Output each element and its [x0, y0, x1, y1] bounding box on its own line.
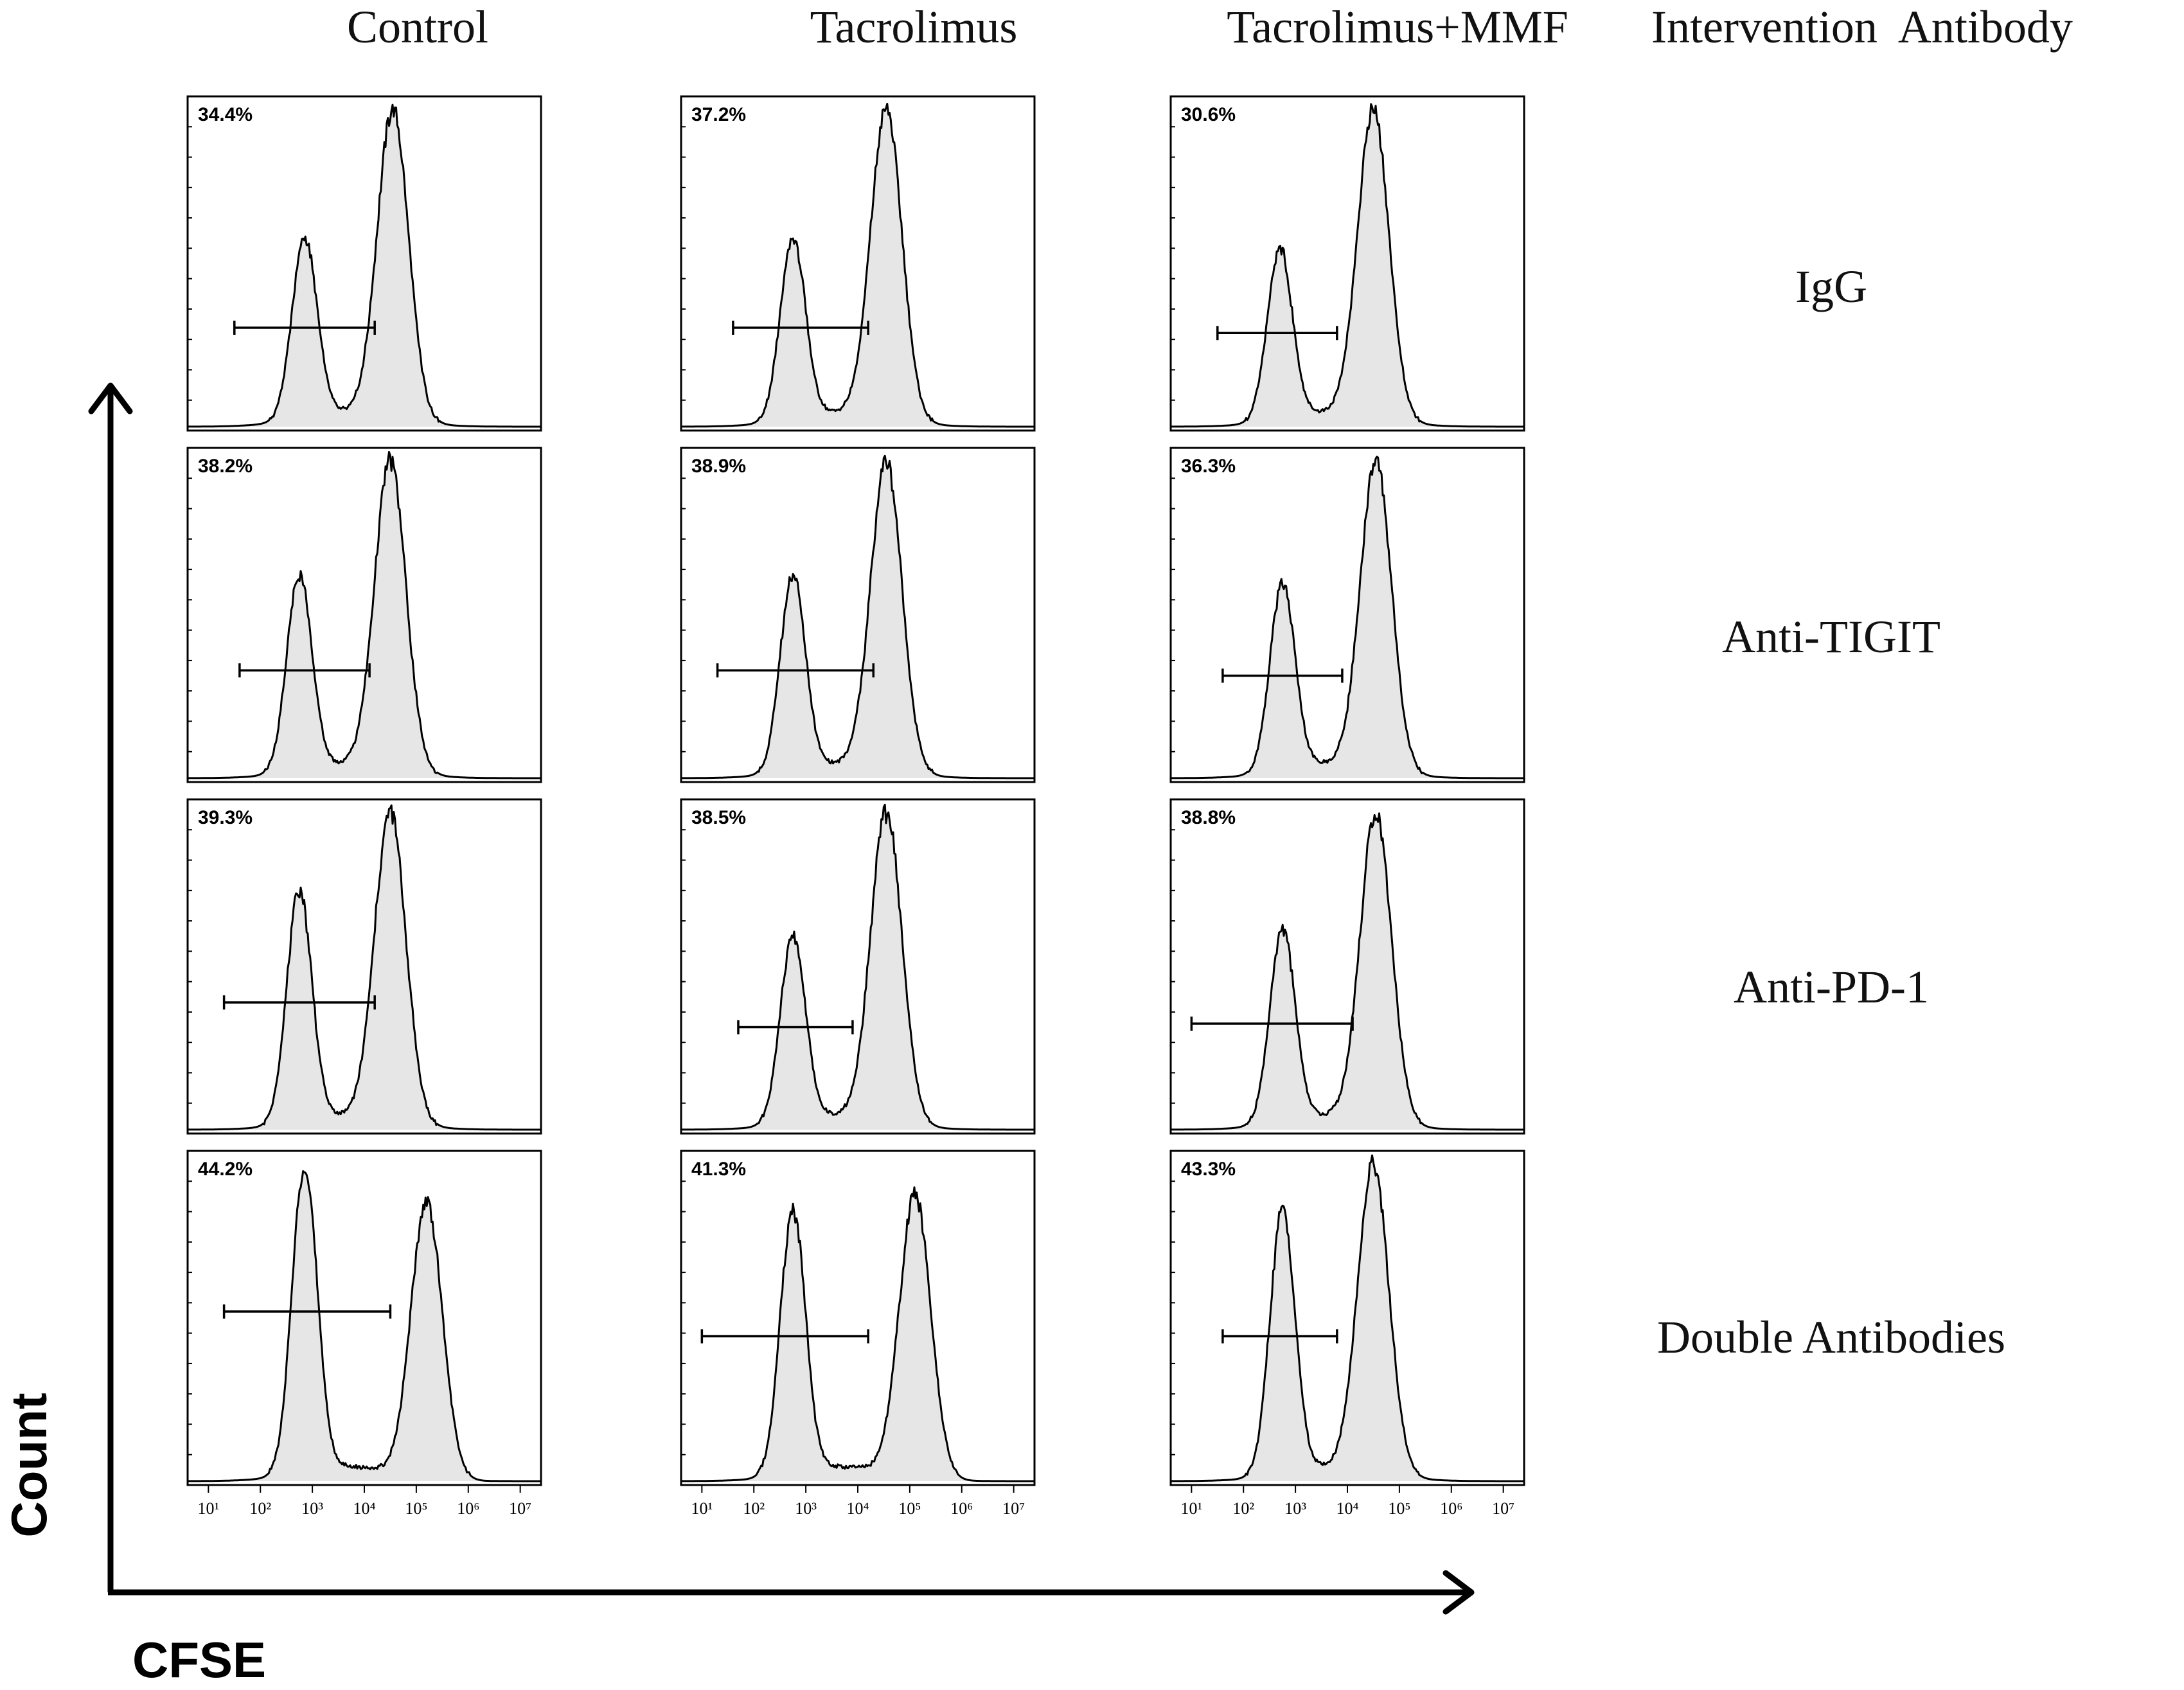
y-axis-arrowhead — [88, 382, 133, 414]
panel-igg-control: 34.4% — [186, 95, 542, 432]
column-header-control: Control — [347, 1, 488, 53]
x-tick-label: 10⁴ — [1336, 1499, 1358, 1518]
gate-percent-label: 41.3% — [691, 1159, 746, 1180]
gate-percent-label: 39.3% — [198, 807, 253, 828]
column-header-tacrolimus-mmf: Tacrolimus+MMF — [1227, 1, 1568, 53]
y-axis-label: Count — [1, 1392, 57, 1537]
gate-percent-label: 38.8% — [1181, 807, 1236, 828]
x-tick-label: 10⁶ — [950, 1499, 973, 1518]
gate-percent-label: 30.6% — [1181, 104, 1236, 125]
panel-frame — [186, 798, 542, 1135]
x-tick-label: 10⁷ — [1492, 1499, 1514, 1518]
x-tick-label: 10⁴ — [353, 1499, 375, 1518]
histogram-line — [681, 454, 1034, 779]
x-tick-label: 10³ — [301, 1499, 323, 1518]
histogram-fill — [1171, 104, 1524, 427]
x-tick-label: 10³ — [1284, 1499, 1306, 1518]
gate-percent-label: 34.4% — [198, 104, 253, 125]
x-tick-label: 10⁶ — [1440, 1499, 1462, 1518]
histogram-fill — [188, 452, 541, 778]
x-tick-label: 10⁵ — [1388, 1499, 1410, 1518]
column-header-tacrolimus: Tacrolimus — [810, 1, 1018, 53]
x-tick-label: 10² — [249, 1499, 271, 1518]
panel-frame — [186, 1150, 542, 1486]
panel-double-antibodies-tacrolimus: 41.3% 10¹ 10² 10³ 10⁴ 10⁵ 10⁶ 10⁷ — [680, 1150, 1036, 1518]
histogram-line — [681, 1186, 1034, 1482]
panel-anti-pd-1-control: 39.3% — [186, 798, 542, 1135]
histogram-line — [1171, 1154, 1524, 1482]
x-tick-label: 10² — [1232, 1499, 1254, 1518]
gate-percent-label: 38.5% — [691, 807, 746, 828]
gate-percent-label: 36.3% — [1181, 456, 1236, 477]
histogram-line — [188, 804, 541, 1131]
panel-igg-tacrolimus: 37.2% — [680, 95, 1036, 432]
panel-anti-pd-1-tacrolimus-mmf: 38.8% — [1169, 798, 1525, 1135]
row-label-igg: IgG — [1795, 261, 1867, 312]
histogram-fill — [681, 456, 1034, 778]
panel-igg-tacrolimus-mmf: 30.6% — [1169, 95, 1525, 432]
x-axis-arrowhead — [1443, 1570, 1475, 1615]
x-tick-label: 10¹ — [1180, 1499, 1202, 1518]
histogram-line — [681, 803, 1034, 1131]
histogram-fill — [1171, 813, 1524, 1130]
x-tick-label: 10⁵ — [405, 1499, 427, 1518]
panel-anti-tigit-tacrolimus-mmf: 36.3% — [1169, 447, 1525, 783]
histogram-fill — [1171, 1155, 1524, 1481]
histogram-panels: 34.4% 37.2% 30.6% 38.2% 38.9% 36.3% 39.3% 38.5%… — [186, 95, 1525, 1518]
panel-frame — [680, 1150, 1036, 1486]
x-tick-label: 10¹ — [691, 1499, 713, 1518]
histogram-line — [681, 102, 1034, 428]
row-label-anti-pd-1: Anti-PD-1 — [1734, 961, 1929, 1013]
histogram-line — [188, 103, 541, 428]
gate-percent-label: 43.3% — [1181, 1159, 1236, 1180]
x-axis-label: CFSE — [132, 1632, 266, 1688]
histogram-line — [1171, 103, 1524, 428]
histogram-line — [1171, 456, 1524, 779]
panel-anti-pd-1-tacrolimus: 38.5% — [680, 798, 1036, 1135]
histogram-line — [188, 1170, 541, 1482]
gate-percent-label: 38.2% — [198, 456, 253, 477]
panel-anti-tigit-tacrolimus: 38.9% — [680, 447, 1036, 783]
row-label-double-antibodies: Double Antibodies — [1657, 1312, 2005, 1363]
gate-percent-label: 38.9% — [691, 456, 746, 477]
x-tick-label: 10² — [743, 1499, 765, 1518]
gate-percent-label: 37.2% — [691, 104, 746, 125]
x-tick-label: 10³ — [795, 1499, 817, 1518]
x-tick-label: 10⁷ — [509, 1499, 531, 1518]
x-tick-label: 10⁵ — [898, 1499, 921, 1518]
x-tick-label: 10⁴ — [846, 1499, 869, 1518]
row-label-anti-tigit: Anti-TIGIT — [1722, 611, 1940, 663]
x-tick-label: 10⁶ — [457, 1499, 479, 1518]
histogram-fill — [188, 805, 541, 1130]
panel-double-antibodies-control: 44.2% 10¹ 10² 10³ 10⁴ 10⁵ 10⁶ 10⁷ — [186, 1150, 542, 1518]
x-tick-label: 10⁷ — [1002, 1499, 1025, 1518]
gate-percent-label: 44.2% — [198, 1159, 253, 1180]
x-tick-label: 10¹ — [197, 1499, 219, 1518]
panel-double-antibodies-tacrolimus-mmf: 43.3% 10¹ 10² 10³ 10⁴ 10⁵ 10⁶ 10⁷ — [1169, 1150, 1525, 1518]
histogram-line — [188, 450, 541, 779]
row-header-title: Intervention Antibody — [1651, 1, 2073, 53]
histogram-line — [1171, 812, 1524, 1131]
panel-anti-tigit-control: 38.2% — [186, 447, 542, 783]
